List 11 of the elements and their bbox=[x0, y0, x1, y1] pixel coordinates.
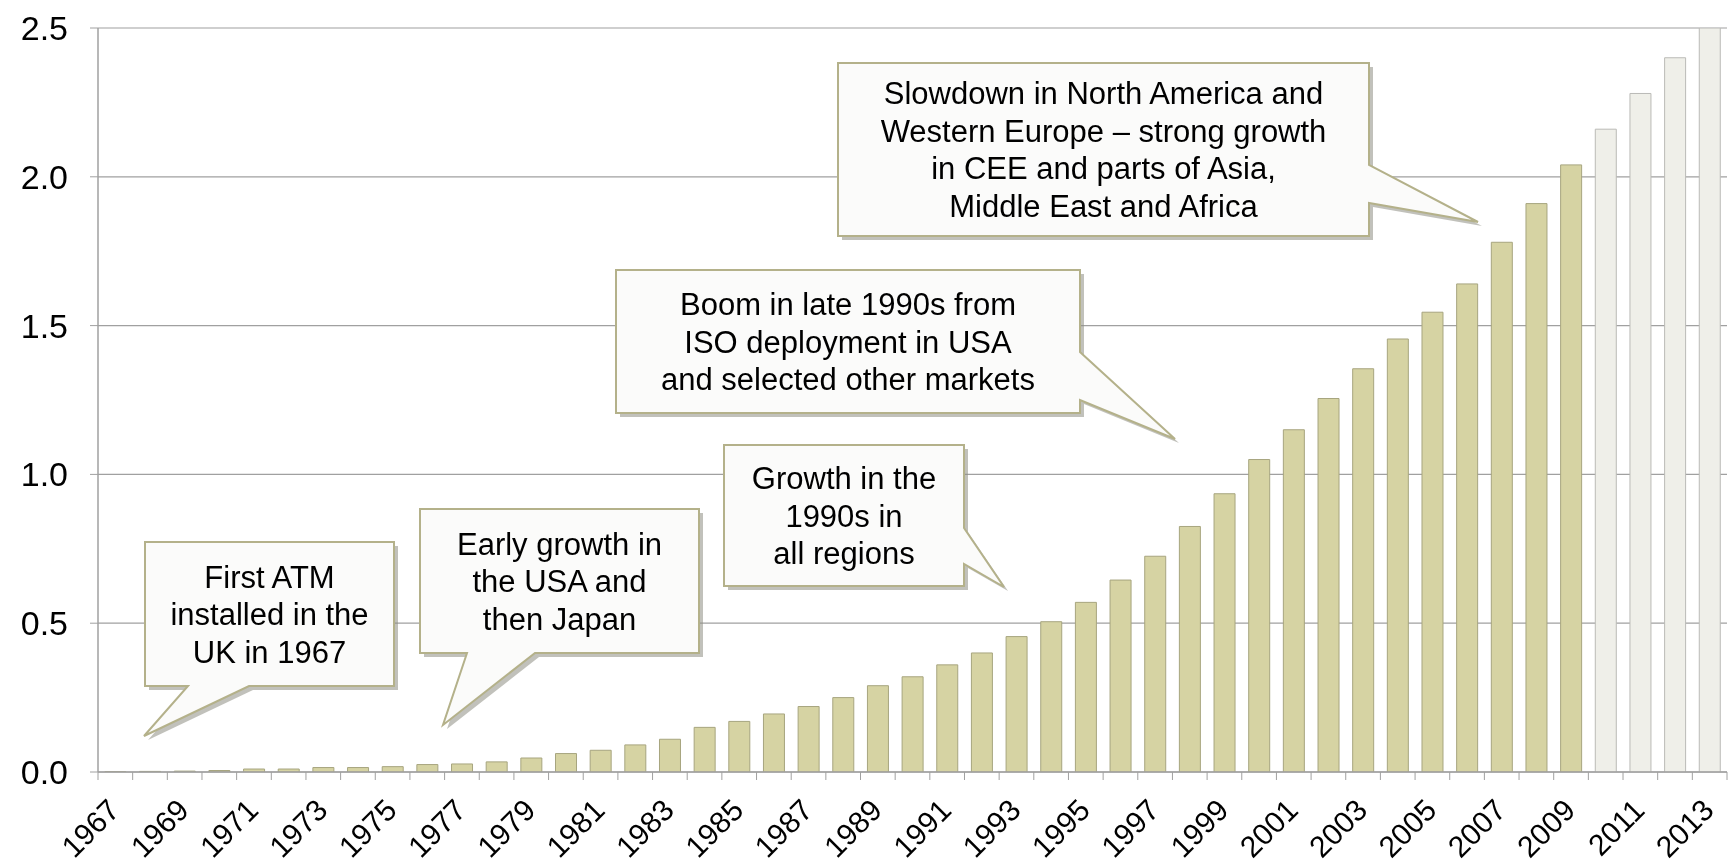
annotation: Boom in late 1990s from ISO deployment in USA and selected other markets bbox=[661, 287, 1035, 398]
y-tick-label: 1.5 bbox=[20, 306, 68, 345]
y-tick-label: 0.0 bbox=[20, 753, 68, 792]
y-tick-label: 0.5 bbox=[20, 604, 68, 643]
y-tick-label: 2.5 bbox=[20, 9, 68, 48]
y-tick-label: 2.0 bbox=[20, 157, 68, 196]
annotation: First ATM installed in the UK in 1967 bbox=[170, 559, 369, 670]
y-tick-label: 1.0 bbox=[20, 455, 68, 494]
annotation: Early growth in the USA and then Japan bbox=[456, 526, 663, 637]
annotation: Growth in the 1990s in all regions bbox=[751, 461, 937, 572]
annotation: Slowdown in North America and Western Europe – strong growth in CEE and parts of Asia, Middle East and Africa bbox=[880, 76, 1327, 225]
